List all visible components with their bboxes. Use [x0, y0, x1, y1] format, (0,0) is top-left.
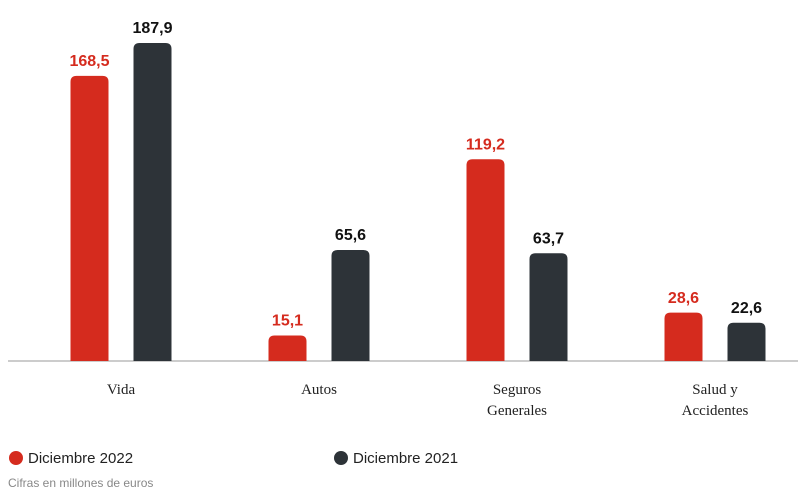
legend-marker: [9, 451, 23, 465]
data-label: 28,6: [668, 290, 699, 307]
data-label: 65,6: [335, 227, 366, 244]
data-label: 119,2: [466, 136, 505, 153]
bar: [268, 335, 307, 361]
x-tick-label: Autos: [301, 382, 337, 398]
data-label: 168,5: [69, 53, 109, 70]
bar: [664, 312, 703, 361]
data-label: 63,7: [533, 230, 564, 247]
bar: [727, 322, 766, 361]
x-tick-label: Salud y Accidentes: [681, 382, 749, 419]
legend-label: Diciembre 2022: [28, 450, 133, 467]
bar: [529, 253, 568, 361]
bar: [466, 159, 505, 361]
x-tick-label: Seguros Generales: [487, 382, 547, 419]
bar: [331, 249, 370, 361]
data-label: 22,6: [731, 300, 762, 317]
x-tick-label: Vida: [106, 382, 136, 398]
data-label: 187,9: [132, 20, 172, 37]
note: Cifras en millones de euros: [8, 476, 153, 490]
bar: [70, 75, 109, 361]
legend-label: Diciembre 2021: [353, 450, 458, 467]
bar: [133, 43, 172, 361]
data-label: 15,1: [272, 313, 303, 330]
legend-marker: [334, 451, 348, 465]
